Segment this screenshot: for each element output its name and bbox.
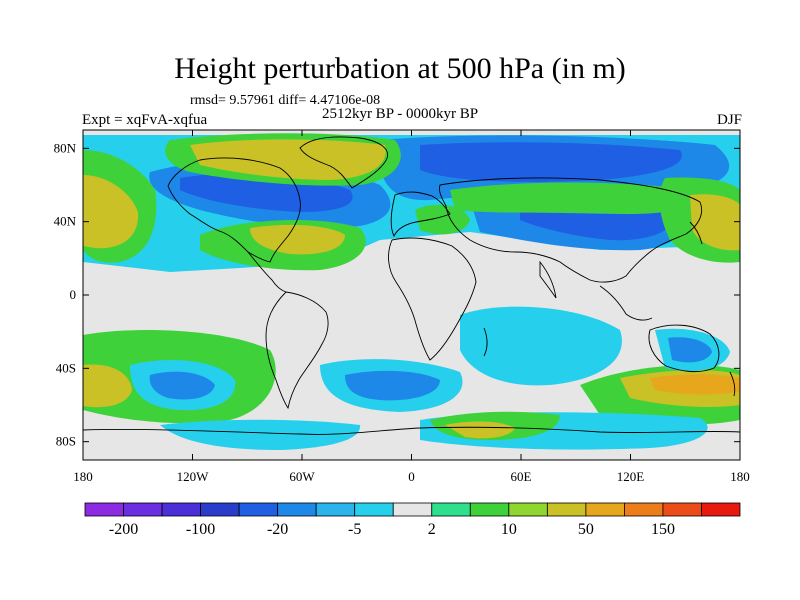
x-tick-label: 60W (289, 469, 315, 484)
field-region-sh-pacific-blue (149, 371, 215, 400)
field-region-sh-west-yellow (83, 364, 132, 408)
coast-greenland (299, 136, 389, 189)
period-label: 2512kyr BP - 0000kyr BP (321, 106, 479, 122)
colorbar-swatch (624, 502, 664, 517)
x-tick-label: 0 (408, 469, 415, 484)
field-region-australia-blue (668, 337, 712, 363)
field-region-midatlantic-yellow (250, 224, 345, 255)
coast-africa (388, 237, 477, 361)
colorbar-swatch (315, 502, 356, 517)
x-tick-label: 120E (617, 469, 645, 484)
colorbar-label: -20 (267, 521, 288, 538)
field-region-indian-teal (460, 306, 622, 386)
colorbar-swatch (123, 502, 163, 517)
colorbar: -200 -100 -20 -5 2 10 50 150 (84, 502, 741, 538)
coastlines (83, 136, 740, 435)
stats-text: rmsd= 9.57961 diff= 4.47106e-08 (190, 93, 381, 108)
colorbar-swatch (238, 502, 279, 517)
colorbar-label: 50 (578, 521, 594, 538)
field-region-sh-atlantic-blue (345, 370, 440, 401)
height-field (83, 133, 740, 450)
colorbar-swatch (469, 502, 510, 517)
coast-south-america (265, 291, 329, 410)
field-region-southern-ocean-yellow (445, 421, 515, 439)
colorbar-swatch (662, 502, 702, 517)
field-region-arctic-darkblue (420, 142, 682, 182)
field-region-eastasia-darkblue (520, 210, 672, 241)
y-tick-label: 80N (54, 140, 77, 155)
experiment-label: Expt = xqFvA-xqfua (82, 112, 208, 128)
colorbar-label: -100 (186, 521, 215, 538)
colorbar-swatch (200, 502, 240, 517)
coast-australia (648, 324, 720, 373)
x-tick-label: 180 (730, 469, 750, 484)
colorbar-swatch (392, 502, 433, 517)
field-region-siberia-green (450, 182, 693, 215)
colorbar-label: 150 (651, 521, 675, 538)
x-tick-label: 180 (73, 469, 93, 484)
coast-new-zealand (729, 371, 736, 397)
field-region-northsea-green (415, 204, 470, 235)
y-tick-label: 40S (56, 360, 76, 375)
coast-india (539, 260, 557, 299)
coast-japan (689, 221, 703, 245)
coast-antarctica (83, 426, 740, 435)
coast-southeast-asia (599, 285, 653, 321)
colorbar-swatch (701, 502, 741, 517)
colorbar-swatch (585, 502, 625, 517)
colorbar-label: -200 (109, 521, 138, 538)
colorbar-swatch (431, 502, 471, 517)
field-region-antarctic-teal (160, 419, 361, 450)
colorbar-label: 10 (501, 521, 517, 538)
colorbar-swatch (508, 502, 548, 517)
field-region-eastpacific-yellow (690, 194, 740, 251)
y-tick-label: 80S (56, 434, 76, 449)
chart-title: Height perturbation at 500 hPa (in m) (174, 52, 626, 85)
coast-asia (439, 177, 703, 283)
x-tick-label: 60E (511, 469, 532, 484)
y-tick-label: 40N (54, 214, 77, 229)
map-axes: 180 120W 60W 0 60E 120E 180 80N 40N 0 40S 80S (54, 130, 750, 484)
coast-central-america (247, 251, 287, 293)
x-tick-label: 120W (177, 469, 210, 484)
field-region-sh-east-orange (650, 374, 740, 395)
field-region-westpacific-yellow (83, 175, 139, 249)
colorbar-label: 2 (428, 521, 436, 538)
colorbar-swatch (161, 502, 201, 517)
colorbar-swatch (84, 502, 124, 517)
colorbar-label: -5 (348, 521, 361, 538)
coast-europe (390, 191, 451, 238)
colorbar-swatch (546, 502, 587, 517)
colorbar-swatch (277, 502, 317, 517)
coast-north-america (167, 157, 301, 263)
season-label: DJF (716, 112, 742, 128)
colorbar-swatch (354, 502, 394, 517)
coast-madagascar (483, 327, 488, 357)
y-tick-label: 0 (70, 287, 77, 302)
